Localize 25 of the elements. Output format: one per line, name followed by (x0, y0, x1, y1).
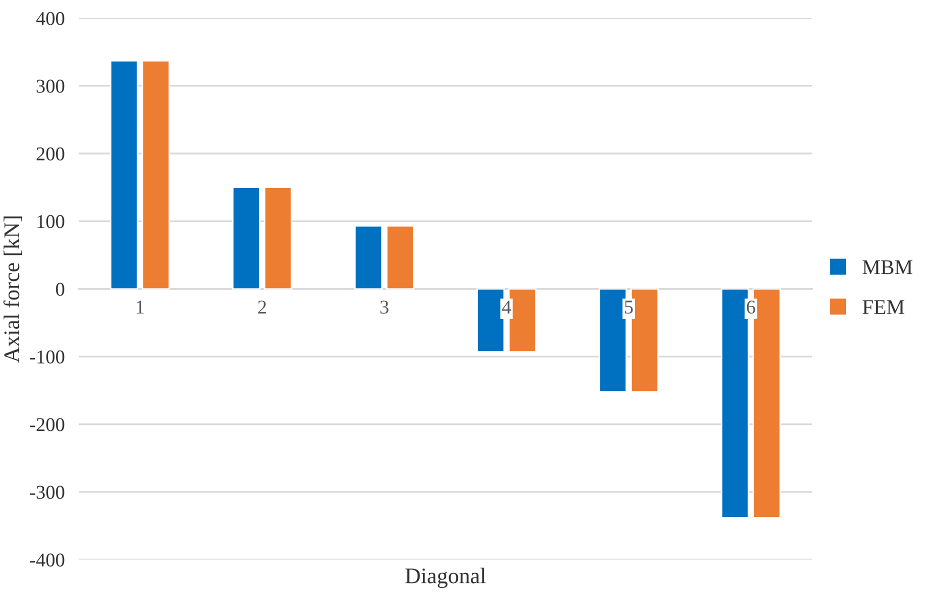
y-tick-label: -400 (30, 553, 64, 567)
y-tick-label: 100 (38, 215, 64, 228)
x-tick-label: 5 (624, 300, 633, 314)
y-tick-label: 300 (36, 80, 64, 93)
bar (264, 186, 292, 290)
y-tick-label: 400 (36, 12, 64, 26)
bar (142, 60, 170, 290)
bar (354, 225, 383, 290)
x-tick-label: 6 (746, 300, 756, 314)
y-tick-label: -300 (30, 486, 64, 499)
bar (110, 60, 138, 290)
legend-label: FEM (862, 300, 904, 314)
x-tick-label: 3 (380, 300, 388, 314)
x-tick-label: 4 (502, 300, 512, 314)
bar (386, 225, 414, 290)
x-tick-label: 1 (136, 300, 144, 314)
y-tick-label: 0 (56, 282, 64, 296)
y-tick-label: -200 (30, 418, 64, 432)
y-tick-label: 200 (36, 147, 64, 160)
y-axis-title: Axial force [kN] (3, 216, 22, 363)
x-tick-label: 2 (258, 300, 266, 314)
bar (232, 186, 260, 290)
x-axis-title: Diagonal (405, 568, 486, 588)
legend-label: MBM (862, 260, 912, 274)
y-tick-label: -100 (30, 350, 64, 364)
